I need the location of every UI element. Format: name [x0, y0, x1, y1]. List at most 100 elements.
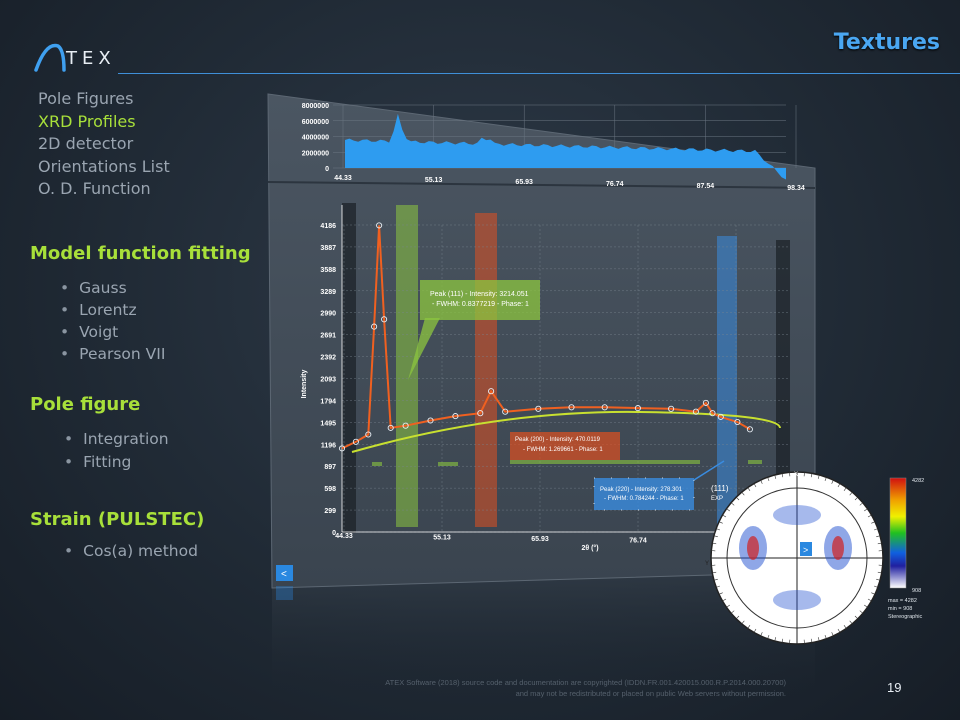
main-y-tick: 2093	[320, 377, 336, 384]
overview-x-tick: 87.54	[697, 183, 715, 190]
page-number: 19	[887, 680, 902, 695]
nav-item-orientations-list[interactable]: Orientations List	[38, 156, 170, 176]
data-point	[352, 438, 359, 445]
nav-item-xrd-profiles[interactable]: XRD Profiles	[38, 111, 136, 131]
chart-prev-button[interactable]: <	[276, 565, 293, 581]
pole-figure-tick	[730, 502, 735, 506]
stats-max: max = 4282	[888, 598, 917, 604]
pole-figure-tick	[760, 479, 763, 484]
overview-area	[345, 113, 786, 180]
tooltip-200-line1: Peak (200) - Intensity: 470.0119	[515, 437, 601, 443]
pole-figure-tick	[873, 585, 878, 588]
svg-text:<: <	[281, 569, 287, 580]
phase-marker	[510, 460, 700, 464]
heading-strain: Strain (PULSTEC)	[30, 509, 205, 530]
pole-figure-next-button[interactable]: >	[800, 542, 812, 556]
pole-figure-tick	[871, 521, 876, 524]
pole-figure-tick	[854, 615, 859, 620]
pole-figure-tick	[781, 473, 784, 478]
pole-figure-ticks	[711, 472, 883, 644]
pole-figure-tick	[726, 604, 730, 608]
overview-x-tick: 55.13	[425, 177, 443, 184]
pole-figure-tick	[876, 535, 881, 538]
phase-marker	[372, 462, 382, 466]
pole-figure-tick	[864, 508, 868, 512]
peak-band-111	[396, 205, 418, 527]
nav-item-pole-figures[interactable]: Pole Figures	[38, 89, 134, 108]
main-x-tick: 76.74	[629, 538, 647, 545]
data-point	[338, 445, 346, 452]
pole-figure-tick	[713, 578, 718, 581]
pole-figure-tick	[712, 542, 717, 545]
main-y-tick: 299	[324, 508, 336, 515]
pole-figure-tick	[722, 514, 727, 518]
overview-y-tick: 6000000	[302, 119, 329, 126]
scale-min-label: 908	[912, 588, 921, 594]
overview-x-tick: 44.33	[334, 175, 352, 182]
panel-reflection	[272, 572, 815, 700]
pole-figure-tick	[831, 632, 834, 637]
data-point	[717, 413, 724, 420]
svg-text:>: >	[803, 545, 808, 555]
pole-figure-tick	[741, 620, 745, 625]
chart-prev-button-reflection	[276, 586, 293, 600]
heading-pole-figure: Pole figure	[30, 394, 141, 415]
phase-marker	[748, 460, 762, 464]
data-point	[668, 405, 675, 412]
pole-figure-tick	[859, 502, 864, 506]
fit-curve	[341, 225, 751, 450]
data-point	[365, 431, 372, 438]
pole-figure-tick	[810, 638, 813, 643]
pole-figure-tick	[867, 514, 872, 518]
pole-figure-tick	[718, 521, 723, 524]
main-y-tick: 3887	[320, 245, 336, 252]
data-point	[568, 404, 575, 411]
pole-figure-tick	[867, 598, 872, 602]
main-y-tick: 897	[324, 464, 336, 471]
main-x-tick: 55.13	[433, 535, 451, 542]
data-point	[502, 408, 509, 415]
tooltip-200-line2: - FWHM: 1.269661 - Phase: 1	[523, 447, 603, 453]
topic-nav: Pole Figures XRD Profiles 2D detector Or…	[38, 88, 170, 201]
pole-figure-tick	[837, 483, 841, 488]
nav-item-od-function[interactable]: O. D. Function	[38, 179, 151, 198]
main-y-tick: 598	[324, 486, 336, 493]
pole-figure-tick	[859, 610, 864, 614]
pole-figure-tick	[837, 628, 841, 633]
data-point	[601, 404, 608, 411]
main-x-tick: 44.33	[335, 533, 353, 540]
pole-figure-sublabel: EXP	[711, 496, 723, 502]
overview-y-tick: 4000000	[302, 135, 329, 142]
pole-figure-tick	[817, 474, 820, 479]
atex-logo	[34, 43, 66, 72]
range-marker-right	[776, 240, 790, 540]
logo-text: TEX	[66, 48, 116, 69]
main-chart: 4186388735883289299026912392209317941495…	[301, 203, 790, 552]
main-y-label: Intensity	[301, 370, 308, 399]
pole-figure-tick	[843, 625, 847, 629]
pole-figure-tick	[810, 473, 813, 478]
data-point	[535, 405, 542, 412]
nav-item-2d-detector[interactable]: 2D detector	[38, 134, 134, 153]
pole-figure-axis-y: Y	[705, 561, 709, 567]
data-point	[427, 417, 434, 424]
main-y-tick: 1794	[320, 398, 336, 405]
pole-figure-tick	[767, 634, 770, 639]
bullet-gauss: Gauss	[60, 279, 126, 297]
pole-figure-tick	[753, 628, 757, 633]
pole-figure-tick	[873, 528, 878, 531]
main-y-tick: 2392	[320, 355, 336, 362]
tooltip-220-line1: Peak (220) - Intensity: 278.301	[600, 487, 683, 493]
bullet-voigt: Voigt	[60, 323, 118, 341]
copyright-line-1: ATEX Software (2018) source code and doc…	[385, 678, 786, 687]
overview-x-tick: 65.93	[515, 179, 533, 186]
pole-figure-tick	[849, 620, 853, 625]
pole-figure-tick	[722, 598, 727, 602]
tooltip-220-line2: - FWHM: 0.784244 - Phase: 1	[604, 496, 684, 502]
pole-figure-tick	[877, 542, 882, 545]
main-x-tick: 65.93	[531, 536, 549, 543]
data-point	[371, 323, 378, 330]
data-point	[709, 410, 716, 417]
pole-figure-tick	[747, 625, 751, 629]
